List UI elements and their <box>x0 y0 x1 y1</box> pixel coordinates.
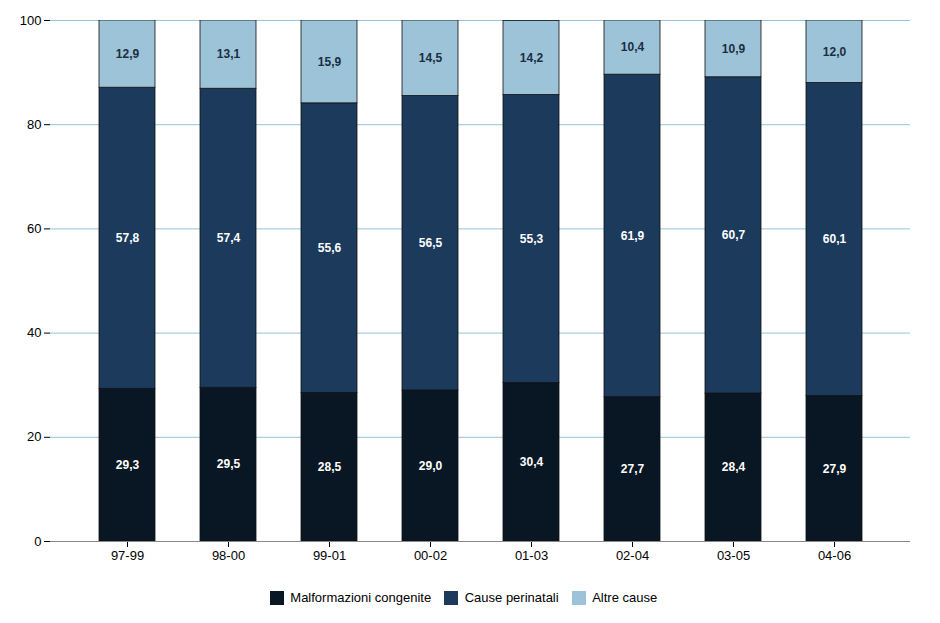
svg-text:100: 100 <box>20 13 42 28</box>
svg-text:03-05: 03-05 <box>717 548 750 563</box>
svg-text:60: 60 <box>27 221 41 236</box>
svg-text:12,9: 12,9 <box>116 47 140 61</box>
svg-text:27,9: 27,9 <box>823 462 847 476</box>
svg-text:02-04: 02-04 <box>616 548 649 563</box>
html-text:Altre cause: Altre cause <box>592 590 658 605</box>
svg-text:55,6: 55,6 <box>318 241 342 255</box>
svg-text:0: 0 <box>34 534 41 549</box>
svg-text:56,5: 56,5 <box>419 236 443 250</box>
svg-text:13,1: 13,1 <box>217 47 241 61</box>
html-text:Malformazioni congenite: Malformazioni congenite <box>290 590 432 605</box>
svg-text:40: 40 <box>27 325 41 340</box>
svg-text:10,4: 10,4 <box>621 40 645 54</box>
svg-text:97-99: 97-99 <box>111 548 144 563</box>
svg-text:29,5: 29,5 <box>217 457 241 471</box>
svg-text:57,4: 57,4 <box>217 231 241 245</box>
svg-text:00-02: 00-02 <box>414 548 447 563</box>
svg-text:14,5: 14,5 <box>419 51 443 65</box>
svg-text:27,7: 27,7 <box>621 462 645 476</box>
svg-text:60,7: 60,7 <box>722 228 746 242</box>
svg-text:20: 20 <box>27 429 41 444</box>
svg-text:29,3: 29,3 <box>116 458 140 472</box>
svg-text:30,4: 30,4 <box>520 455 544 469</box>
svg-text:15,9: 15,9 <box>318 55 342 69</box>
svg-text:55,3: 55,3 <box>520 232 544 246</box>
html-text:Cause perinatali: Cause perinatali <box>464 590 559 605</box>
svg-text:12,0: 12,0 <box>823 45 847 59</box>
svg-text:10,9: 10,9 <box>722 42 746 56</box>
svg-text:28,4: 28,4 <box>722 460 746 474</box>
svg-text:01-03: 01-03 <box>515 548 548 563</box>
svg-text:14,2: 14,2 <box>520 51 544 65</box>
svg-text:60,1: 60,1 <box>823 232 847 246</box>
svg-text:57,8: 57,8 <box>116 231 140 245</box>
svg-text:28,5: 28,5 <box>318 460 342 474</box>
svg-text:29,0: 29,0 <box>419 459 443 473</box>
svg-text:61,9: 61,9 <box>621 229 645 243</box>
svg-text:98-00: 98-00 <box>212 548 245 563</box>
svg-text:99-01: 99-01 <box>313 548 346 563</box>
svg-text:80: 80 <box>27 117 41 132</box>
svg-text:04-06: 04-06 <box>818 548 851 563</box>
